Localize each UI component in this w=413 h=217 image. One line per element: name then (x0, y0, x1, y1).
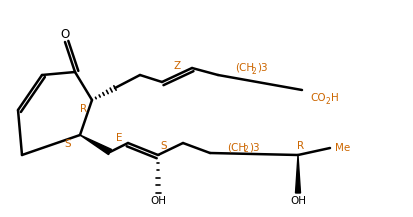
Text: OH: OH (290, 196, 306, 206)
Text: E: E (116, 133, 122, 143)
Text: S: S (161, 141, 167, 151)
Text: CO: CO (310, 93, 325, 103)
Text: R: R (297, 141, 304, 151)
Text: R: R (81, 104, 88, 114)
Text: S: S (65, 139, 71, 149)
Text: )3: )3 (257, 63, 268, 73)
Text: O: O (60, 28, 70, 41)
Text: )3: )3 (249, 142, 260, 152)
Text: OH: OH (150, 196, 166, 206)
Text: Z: Z (173, 61, 180, 71)
Text: H: H (331, 93, 339, 103)
Polygon shape (80, 135, 112, 155)
Text: Me: Me (335, 143, 350, 153)
Text: 2: 2 (252, 66, 257, 76)
Text: (CH: (CH (227, 142, 246, 152)
Polygon shape (295, 155, 301, 193)
Text: 2: 2 (244, 146, 249, 155)
Text: 2: 2 (326, 97, 331, 105)
Text: (CH: (CH (235, 63, 254, 73)
